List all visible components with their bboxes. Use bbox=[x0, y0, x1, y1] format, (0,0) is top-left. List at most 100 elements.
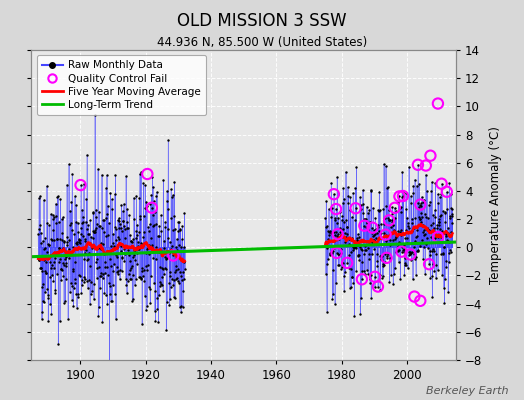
Point bbox=[438, 180, 446, 187]
Point bbox=[427, 188, 435, 194]
Point bbox=[439, 208, 447, 214]
Point bbox=[392, 249, 401, 255]
Point bbox=[381, 163, 390, 169]
Point bbox=[323, 222, 331, 229]
Point bbox=[155, 249, 163, 256]
Point bbox=[440, 299, 449, 306]
Point bbox=[64, 246, 73, 252]
Point bbox=[81, 236, 90, 242]
Point bbox=[355, 234, 364, 240]
Point bbox=[62, 260, 70, 266]
Point bbox=[423, 188, 431, 194]
Point bbox=[425, 228, 433, 235]
Point bbox=[70, 285, 78, 292]
Point bbox=[141, 263, 150, 269]
Point bbox=[176, 304, 184, 311]
Point bbox=[99, 217, 107, 224]
Point bbox=[67, 221, 75, 228]
Point bbox=[378, 261, 387, 268]
Point bbox=[322, 270, 330, 277]
Point bbox=[108, 246, 116, 253]
Point bbox=[418, 194, 426, 200]
Point bbox=[75, 236, 83, 242]
Point bbox=[163, 226, 172, 232]
Point bbox=[365, 241, 373, 248]
Point bbox=[429, 212, 438, 218]
Point bbox=[89, 235, 97, 241]
Point bbox=[436, 234, 445, 240]
Point bbox=[141, 205, 149, 211]
Point bbox=[424, 227, 433, 233]
Point bbox=[133, 222, 141, 228]
Point bbox=[159, 288, 167, 294]
Point bbox=[68, 227, 76, 234]
Point bbox=[379, 262, 387, 269]
Point bbox=[370, 227, 378, 233]
Point bbox=[341, 168, 350, 175]
Point bbox=[405, 248, 413, 255]
Point bbox=[398, 194, 406, 200]
Point bbox=[75, 240, 84, 246]
Point bbox=[343, 224, 351, 230]
Point bbox=[112, 237, 121, 243]
Point bbox=[337, 250, 345, 257]
Point bbox=[405, 251, 413, 258]
Point bbox=[397, 248, 406, 255]
Point bbox=[359, 200, 367, 207]
Point bbox=[365, 256, 374, 262]
Point bbox=[118, 254, 126, 260]
Point bbox=[439, 250, 447, 257]
Point bbox=[401, 227, 410, 233]
Point bbox=[408, 215, 417, 222]
Point bbox=[120, 258, 128, 264]
Point bbox=[163, 235, 172, 241]
Point bbox=[354, 241, 362, 247]
Point bbox=[178, 304, 187, 310]
Point bbox=[325, 231, 333, 238]
Point bbox=[147, 242, 156, 248]
Point bbox=[423, 224, 432, 231]
Point bbox=[435, 213, 444, 220]
Point bbox=[346, 285, 354, 291]
Point bbox=[443, 237, 452, 244]
Point bbox=[169, 227, 177, 233]
Point bbox=[398, 169, 406, 176]
Point bbox=[430, 207, 439, 214]
Point bbox=[122, 282, 130, 288]
Point bbox=[78, 276, 86, 283]
Point bbox=[100, 216, 108, 223]
Point bbox=[161, 264, 170, 271]
Point bbox=[49, 215, 57, 222]
Point bbox=[347, 266, 355, 272]
Point bbox=[95, 264, 103, 270]
Point bbox=[173, 278, 182, 284]
Point bbox=[61, 256, 69, 262]
Point bbox=[79, 218, 88, 225]
Point bbox=[123, 224, 132, 231]
Point bbox=[439, 244, 447, 250]
Point bbox=[339, 226, 347, 232]
Point bbox=[335, 251, 344, 258]
Point bbox=[434, 234, 442, 240]
Point bbox=[149, 255, 157, 261]
Point bbox=[352, 164, 361, 171]
Point bbox=[442, 258, 450, 265]
Point bbox=[129, 236, 137, 242]
Point bbox=[336, 252, 345, 258]
Point bbox=[171, 266, 180, 273]
Point bbox=[403, 235, 411, 241]
Point bbox=[157, 212, 165, 219]
Point bbox=[132, 192, 140, 199]
Point bbox=[401, 234, 410, 241]
Point bbox=[74, 229, 83, 236]
Point bbox=[175, 242, 183, 248]
Point bbox=[428, 179, 436, 185]
Point bbox=[87, 278, 95, 285]
Point bbox=[167, 284, 175, 290]
Point bbox=[74, 294, 82, 300]
Point bbox=[340, 219, 348, 226]
Point bbox=[93, 256, 101, 262]
Point bbox=[138, 267, 146, 274]
Point bbox=[50, 265, 59, 272]
Point bbox=[111, 290, 119, 297]
